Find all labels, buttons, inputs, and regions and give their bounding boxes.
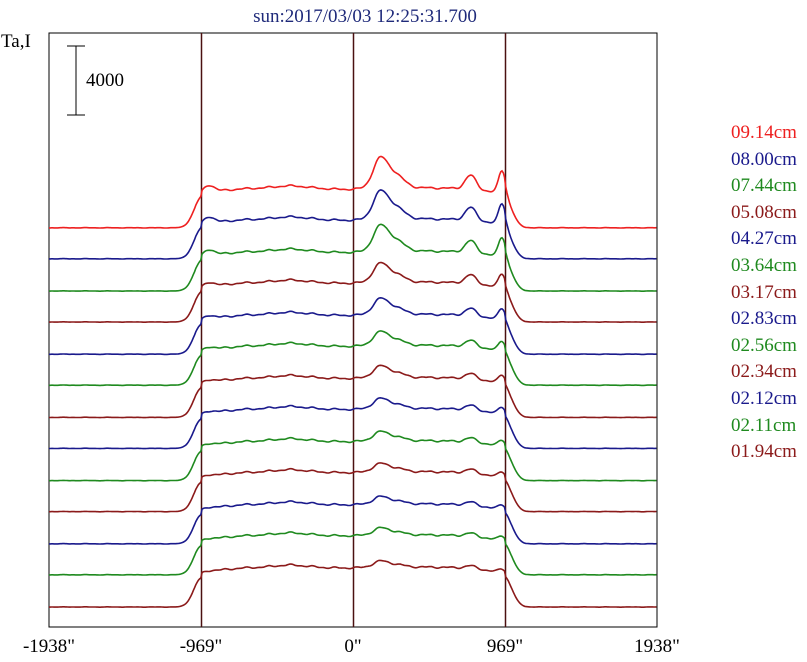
x-tick-label: 969" <box>486 636 524 657</box>
series-line <box>49 396 657 450</box>
series-lines <box>49 155 657 608</box>
legend-entry: 02.83cm <box>731 308 797 330</box>
x-tick-label: 0" <box>344 636 362 657</box>
legend-entry: 04.27cm <box>731 228 797 250</box>
x-tick-label: -1938" <box>22 636 76 657</box>
legend-entry: 07.44cm <box>731 175 797 197</box>
reference-lines <box>200 33 507 627</box>
series-line <box>49 223 657 292</box>
legend-entry: 01.94cm <box>731 441 797 463</box>
legend-entry: 02.11cm <box>731 414 797 436</box>
legend-entry: 02.12cm <box>731 387 797 409</box>
series-line <box>49 189 657 260</box>
y-axis-label: Ta,I <box>1 31 31 52</box>
x-tick-label: 1938" <box>634 636 680 657</box>
legend-entry: 03.17cm <box>731 281 797 303</box>
series-line <box>49 261 657 323</box>
series-line <box>49 495 657 545</box>
series-line <box>49 364 657 419</box>
series-line <box>49 330 657 387</box>
legend-entry: 08.00cm <box>731 148 797 170</box>
series-line <box>49 296 657 356</box>
scale-bar-label: 4000 <box>86 70 124 91</box>
legend: 09.14cm 08.00cm 07.44cm 05.08cm 04.27cm … <box>731 120 797 466</box>
scale-bar <box>67 45 85 116</box>
series-line <box>49 559 657 608</box>
legend-entry: 05.08cm <box>731 201 797 223</box>
legend-entry: 03.64cm <box>731 254 797 276</box>
legend-entry: 02.34cm <box>731 361 797 383</box>
series-line <box>49 155 657 229</box>
legend-entry: 09.14cm <box>731 122 797 143</box>
x-tick-label: -969" <box>179 636 223 657</box>
series-line <box>49 430 657 482</box>
legend-entry: 02.56cm <box>731 334 797 356</box>
chart-title: sun:2017/03/03 12:25:31.700 <box>253 6 477 27</box>
series-line <box>49 462 657 513</box>
series-line <box>49 526 657 576</box>
